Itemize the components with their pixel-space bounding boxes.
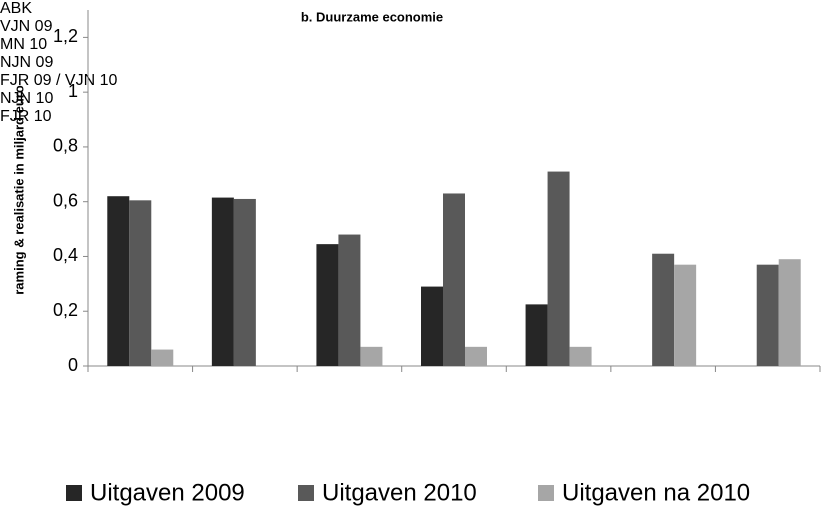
legend-swatch [66,485,82,501]
bar [756,264,779,366]
x-tick-label: VJN 09 [0,18,53,35]
legend-label: Uitgaven 2010 [322,479,477,506]
y-axis-label: raming & realisatie in miljard euro [11,85,26,295]
bar [652,253,675,366]
y-tick-label: 0,6 [53,190,78,210]
x-tick-label: NJN 09 [0,54,54,71]
bar [525,304,548,366]
y-tick-label: 0,8 [53,136,78,156]
legend-label: Uitgaven na 2010 [562,479,750,506]
legend-label: Uitgaven 2009 [90,479,245,506]
bar [316,244,339,366]
legend-swatch [538,485,554,501]
bar [211,197,234,366]
bar [674,264,697,366]
bar [569,346,592,366]
x-tick-label: FJR 10 [0,108,52,125]
bar [233,198,256,366]
y-tick-label: 0,2 [53,300,78,320]
bar [129,200,152,366]
bar [338,234,361,366]
bar [421,286,443,366]
bar [778,259,801,366]
chart-title: b. Duurzame economie [301,9,443,24]
y-tick-label: 0 [68,355,78,375]
bar [443,193,465,366]
x-tick-label: MN 10 [0,36,48,53]
legend-swatch [298,485,314,501]
x-tick-label: ABK [0,0,33,17]
x-tick-label: NJN 10 [0,90,54,107]
bar [360,346,383,366]
y-tick-label: 1 [68,81,78,101]
y-tick-label: 1,2 [53,26,78,46]
bar [151,349,174,366]
bar [465,346,487,366]
y-tick-label: 0,4 [53,245,78,265]
bar [547,171,570,366]
bar [107,196,130,366]
